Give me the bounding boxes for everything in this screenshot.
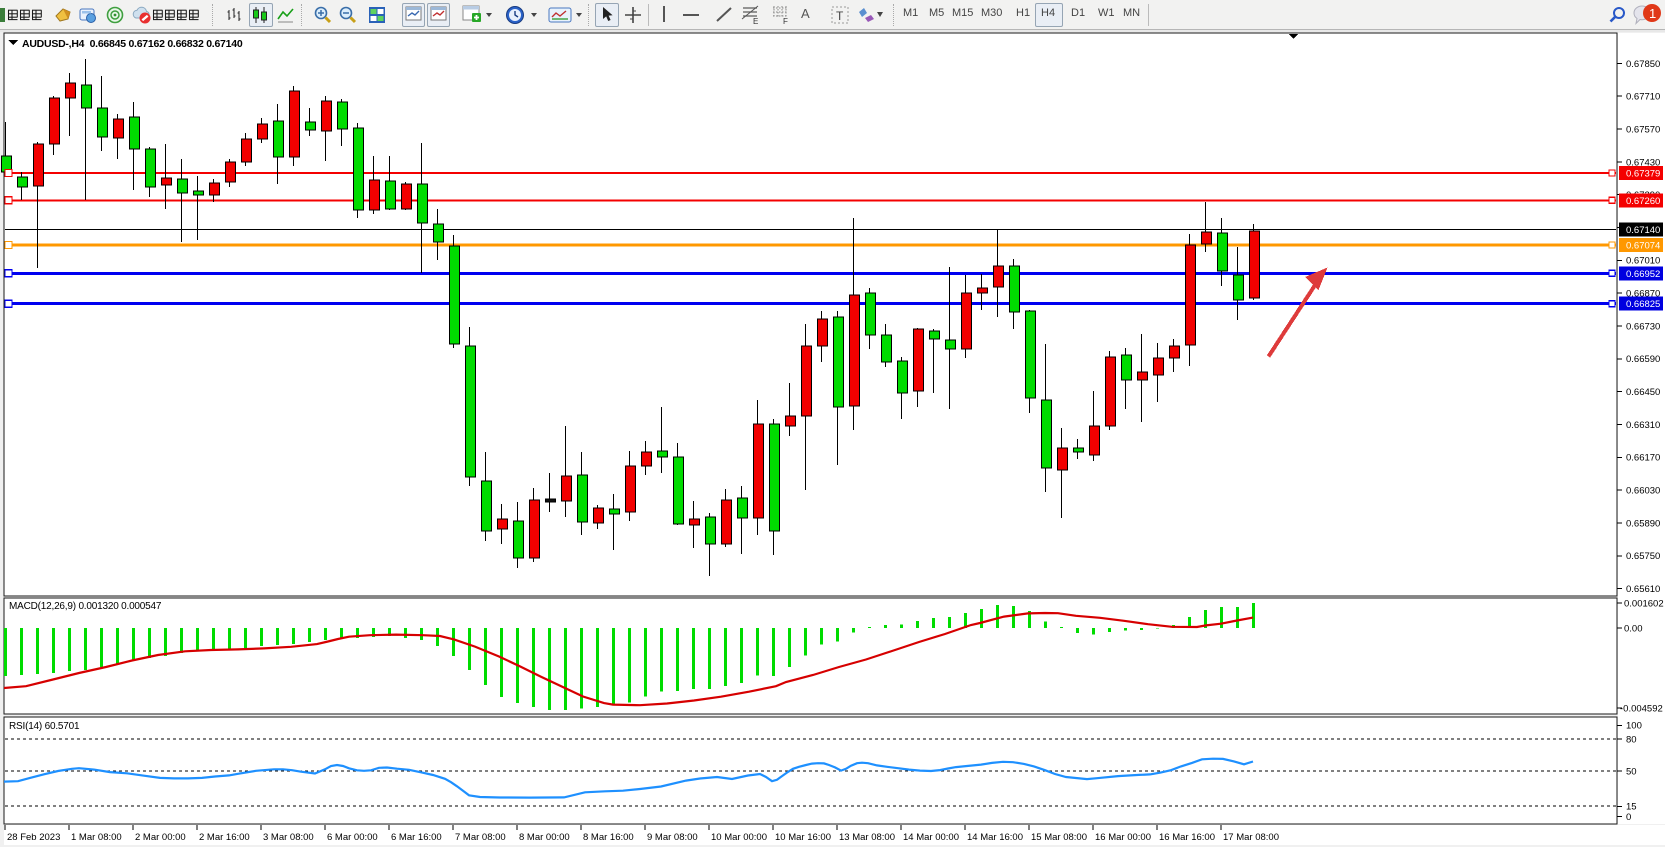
svg-text:8 Mar 00:00: 8 Mar 00:00 [519, 832, 570, 843]
svg-text:6 Mar 16:00: 6 Mar 16:00 [391, 832, 442, 843]
svg-text:16 Mar 00:00: 16 Mar 00:00 [1095, 832, 1151, 843]
svg-text:0.001602: 0.001602 [1624, 598, 1664, 609]
svg-text:0.67010: 0.67010 [1626, 256, 1660, 267]
svg-text:AUDUSD-,H4 0.66845 0.67162 0.: AUDUSD-,H4 0.66845 0.67162 0.66832 0.671… [22, 38, 243, 50]
svg-text:15 Mar 08:00: 15 Mar 08:00 [1031, 832, 1087, 843]
svg-text:RSI(14) 60.5701: RSI(14) 60.5701 [9, 721, 80, 732]
svg-text:100: 100 [1626, 721, 1642, 732]
svg-text:E: E [753, 17, 758, 25]
svg-text:0.67074: 0.67074 [1626, 241, 1660, 252]
svg-text:17 Mar 08:00: 17 Mar 08:00 [1223, 832, 1279, 843]
svg-text:0.66030: 0.66030 [1626, 486, 1660, 497]
svg-text:50: 50 [1626, 766, 1637, 777]
svg-text:0: 0 [1626, 812, 1631, 823]
svg-text:80: 80 [1626, 734, 1637, 745]
svg-text:15: 15 [1626, 802, 1637, 813]
svg-text:0.67140: 0.67140 [1626, 225, 1660, 236]
svg-text:-0.004592: -0.004592 [1620, 703, 1663, 714]
svg-text:0.67260: 0.67260 [1626, 196, 1660, 207]
svg-text:14 Mar 16:00: 14 Mar 16:00 [967, 832, 1023, 843]
svg-text:3 Mar 08:00: 3 Mar 08:00 [263, 832, 314, 843]
svg-text:2 Mar 16:00: 2 Mar 16:00 [199, 832, 250, 843]
svg-text:0.66450: 0.66450 [1626, 387, 1660, 398]
svg-text:0.66170: 0.66170 [1626, 453, 1660, 464]
svg-text:0.67710: 0.67710 [1626, 92, 1660, 103]
svg-text:0.65610: 0.65610 [1626, 584, 1660, 595]
svg-text:2 Mar 00:00: 2 Mar 00:00 [135, 832, 186, 843]
svg-text:0.00: 0.00 [1624, 623, 1643, 634]
svg-text:0.67850: 0.67850 [1626, 59, 1660, 70]
svg-text:1 Mar 08:00: 1 Mar 08:00 [71, 832, 122, 843]
svg-text:14 Mar 00:00: 14 Mar 00:00 [903, 832, 959, 843]
svg-text:0.66870: 0.66870 [1626, 289, 1660, 300]
svg-text:0.66310: 0.66310 [1626, 420, 1660, 431]
svg-text:0.66825: 0.66825 [1626, 299, 1660, 310]
svg-text:0.65890: 0.65890 [1626, 518, 1660, 529]
svg-text:6 Mar 00:00: 6 Mar 00:00 [327, 832, 378, 843]
svg-text:0.67430: 0.67430 [1626, 157, 1660, 168]
svg-text:T: T [836, 9, 844, 23]
svg-text:MACD(12,26,9) 0.001320 0.00054: MACD(12,26,9) 0.001320 0.000547 [9, 601, 162, 612]
svg-text:10 Mar 00:00: 10 Mar 00:00 [711, 832, 767, 843]
svg-text:0.67570: 0.67570 [1626, 124, 1660, 135]
svg-text:0.66952: 0.66952 [1626, 269, 1660, 280]
svg-text:28 Feb 2023: 28 Feb 2023 [7, 832, 60, 843]
svg-text:0.65750: 0.65750 [1626, 551, 1660, 562]
svg-text:0.67379: 0.67379 [1626, 169, 1660, 180]
svg-text:1: 1 [1649, 6, 1656, 21]
svg-text:0.66730: 0.66730 [1626, 321, 1660, 332]
svg-text:0.66590: 0.66590 [1626, 354, 1660, 365]
svg-text:8 Mar 16:00: 8 Mar 16:00 [583, 832, 634, 843]
svg-text:10 Mar 16:00: 10 Mar 16:00 [775, 832, 831, 843]
svg-text:9 Mar 08:00: 9 Mar 08:00 [647, 832, 698, 843]
svg-text:F: F [783, 17, 788, 25]
svg-text:7 Mar 08:00: 7 Mar 08:00 [455, 832, 506, 843]
svg-text:13 Mar 08:00: 13 Mar 08:00 [839, 832, 895, 843]
svg-text:16 Mar 16:00: 16 Mar 16:00 [1159, 832, 1215, 843]
